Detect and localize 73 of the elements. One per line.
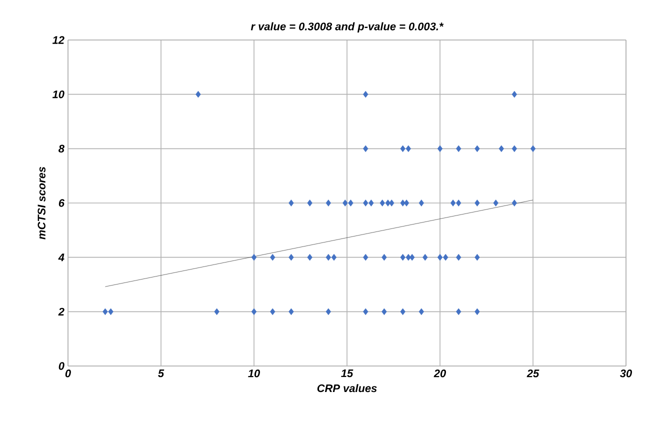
point: [214, 308, 220, 316]
point: [450, 200, 456, 206]
chart-title: r value = 0.3008 and p-value = 0.003.*: [250, 22, 444, 32]
point: [326, 254, 331, 261]
point: [288, 308, 294, 316]
point: [288, 200, 294, 206]
point: [512, 200, 517, 206]
point: [418, 200, 424, 206]
y-tick-label: 0: [58, 362, 64, 370]
point: [363, 145, 368, 152]
y-tick-label: 8: [58, 144, 64, 153]
point: [406, 145, 411, 152]
point: [493, 200, 498, 206]
point: [307, 200, 312, 206]
point: [512, 145, 517, 152]
y-tick-label: 2: [58, 308, 64, 316]
point: [437, 254, 443, 261]
y-tick-label: 10: [52, 90, 64, 98]
point: [530, 145, 536, 152]
point: [456, 254, 462, 261]
point: [348, 200, 354, 206]
point: [456, 145, 462, 152]
point: [108, 308, 114, 316]
point: [404, 200, 410, 206]
point: [474, 145, 480, 152]
x-tick-label: 25: [526, 370, 540, 378]
point: [251, 254, 257, 261]
point: [382, 308, 387, 316]
point: [326, 200, 331, 206]
point: [382, 254, 387, 261]
point: [307, 254, 312, 261]
point: [380, 200, 385, 206]
x-tick-label: 30: [620, 370, 632, 378]
point: [363, 308, 368, 316]
point: [442, 254, 448, 261]
x-axis-title: CRP values: [317, 384, 377, 392]
point: [400, 308, 406, 316]
x-tick-label: 10: [248, 370, 260, 378]
point: [512, 90, 517, 98]
point: [389, 200, 394, 206]
point: [363, 200, 368, 206]
point: [288, 254, 294, 261]
point: [363, 90, 368, 98]
point: [251, 308, 257, 316]
point: [474, 254, 480, 261]
point: [437, 145, 443, 152]
y-tick-label: 6: [58, 199, 65, 207]
point: [270, 308, 276, 316]
point: [326, 308, 331, 316]
y-tick-label: 4: [58, 254, 64, 262]
x-tick-label: 0: [65, 370, 71, 378]
point: [196, 90, 201, 98]
point: [456, 200, 462, 206]
point: [102, 308, 108, 316]
x-tick-label: 20: [434, 370, 446, 378]
point: [342, 200, 348, 206]
point: [474, 200, 480, 206]
point: [363, 254, 368, 261]
point: [474, 308, 480, 316]
point: [422, 254, 428, 261]
point: [400, 254, 406, 261]
y-axis-title: mCTSI scores: [38, 166, 46, 240]
point: [498, 145, 504, 152]
point: [418, 308, 424, 316]
point: [270, 254, 276, 261]
point: [331, 254, 337, 261]
point: [368, 200, 374, 206]
point: [456, 308, 462, 316]
y-tick-label: 12: [52, 36, 64, 44]
point: [410, 254, 415, 261]
x-tick-label: 5: [158, 370, 164, 378]
x-tick-label: 15: [341, 370, 354, 378]
point: [400, 145, 406, 152]
